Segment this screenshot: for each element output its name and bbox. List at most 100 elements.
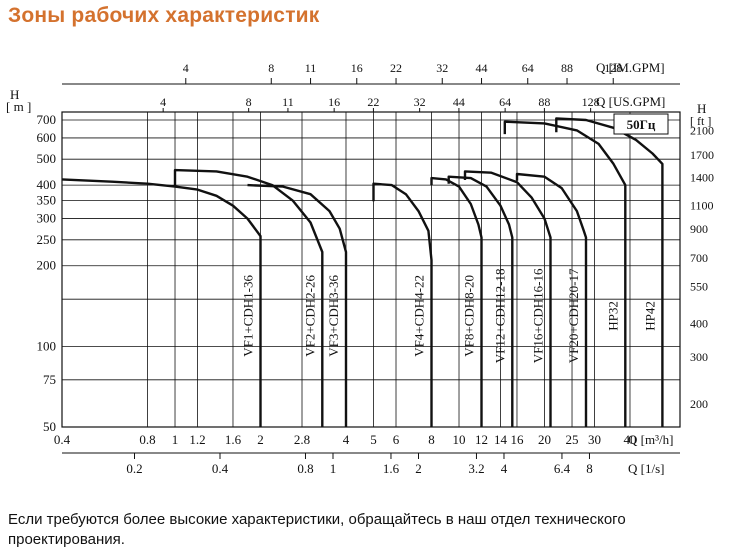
y-ft-axis-title: H — [697, 101, 706, 116]
x-imgpm-tick-label: 4 — [183, 61, 189, 75]
y-ft-axis-unit: [ ft ] — [690, 114, 711, 128]
x-ls-tick-label: 3.2 — [468, 461, 484, 476]
x-tick-label: 6 — [393, 432, 400, 447]
y-tick-label: 250 — [37, 232, 57, 247]
x-tick-label: 8 — [428, 432, 435, 447]
series-label: VF12+CDH12-18 — [492, 269, 507, 364]
y-tick-label: 50 — [43, 419, 56, 434]
x-usgpm-tick-label: 8 — [246, 95, 252, 109]
x-tick-label: 1 — [172, 432, 179, 447]
x-ls-axis-title: Q [1/s] — [628, 461, 664, 476]
series-line — [503, 120, 627, 427]
y-tick-label: 500 — [37, 151, 57, 166]
x-tick-label: 1.6 — [225, 432, 242, 447]
x-usgpm-tick-label: 11 — [282, 95, 294, 109]
y-ft-tick-label: 700 — [690, 251, 708, 265]
y-ft-tick-label: 550 — [690, 279, 708, 293]
series-label: HP32 — [605, 301, 620, 331]
x-tick-label: 40 — [623, 432, 636, 447]
footer-note: Если требуются более высокие характерист… — [8, 511, 626, 548]
x-imgpm-tick-label: 11 — [305, 61, 317, 75]
frequency-label: 50Гц — [627, 117, 656, 132]
series-label: VF4+CDH4-22 — [412, 275, 427, 357]
y-ft-tick-label: 200 — [690, 397, 708, 411]
y-ft-tick-label: 1100 — [690, 199, 714, 213]
x-tick-label: 20 — [538, 432, 551, 447]
x-ls-tick-label: 2 — [415, 461, 422, 476]
series-label: VF2+CDH2-26 — [302, 275, 317, 357]
x-usgpm-tick-label: 4 — [160, 95, 166, 109]
x-imgpm-tick-label: 16 — [351, 61, 363, 75]
x-usgpm-tick-label: 16 — [328, 95, 340, 109]
x-tick-label: 14 — [494, 432, 508, 447]
x-ls-tick-label: 0.8 — [297, 461, 313, 476]
x-ls-tick-label: 1 — [330, 461, 337, 476]
x-usgpm-tick-label: 32 — [414, 95, 426, 109]
x-tick-label: 5 — [370, 432, 377, 447]
x-ls-tick-label: 6.4 — [554, 461, 571, 476]
series-label: VF8+CDH8-20 — [462, 275, 477, 357]
y-axis-title: H — [10, 87, 19, 102]
x-tick-label: 10 — [453, 432, 466, 447]
x-tick-label: 25 — [566, 432, 579, 447]
y-tick-label: 75 — [43, 372, 56, 387]
x-ls-tick-label: 0.2 — [126, 461, 142, 476]
x-usgpm-tick-label: 64 — [499, 95, 511, 109]
x-imgpm-tick-label: 22 — [390, 61, 402, 75]
series-line — [372, 182, 433, 427]
x-usgpm-tick-label: 88 — [538, 95, 550, 109]
x-usgpm-axis-title: Q [US.GPM] — [596, 94, 665, 109]
series-label: VF16+CDH16-16 — [531, 268, 546, 363]
x-usgpm-tick-label: 44 — [453, 95, 465, 109]
x-imgpm-tick-label: 64 — [522, 61, 534, 75]
y-tick-label: 300 — [37, 211, 57, 226]
frequency-badge: 50Гц — [613, 113, 669, 135]
series-line — [247, 183, 348, 427]
x-tick-label: 16 — [510, 432, 524, 447]
chart-curves — [61, 117, 664, 427]
x-axis-title: Q [m³/h] — [628, 432, 673, 447]
chart-grid — [61, 111, 681, 428]
y-ft-tick-label: 2100 — [690, 123, 714, 137]
x-ls-tick-label: 8 — [586, 461, 593, 476]
x-ls-tick-label: 1.6 — [383, 461, 400, 476]
y-ft-tick-label: 900 — [690, 222, 708, 236]
x-tick-label: 1.2 — [189, 432, 205, 447]
y-tick-label: 350 — [37, 193, 57, 208]
frequency-box — [613, 113, 669, 135]
y-ft-tick-label: 1400 — [690, 171, 714, 185]
x-usgpm-tick-label: 128 — [582, 95, 600, 109]
x-tick-label: 30 — [588, 432, 601, 447]
series-line — [61, 178, 262, 427]
series-line — [430, 176, 483, 427]
series-label: VF3+CDH3-36 — [326, 275, 341, 357]
y-tick-label: 200 — [37, 258, 57, 273]
x-imgpm-tick-label: 88 — [561, 61, 573, 75]
y-tick-label: 600 — [37, 130, 57, 145]
page-title: Зоны рабочих характеристик — [8, 4, 320, 27]
y-tick-label: 100 — [37, 338, 57, 353]
y-axis-unit: [ m ] — [6, 99, 31, 114]
x-ls-tick-label: 0.4 — [212, 461, 229, 476]
x-imgpm-tick-label: 44 — [476, 61, 488, 75]
series-line — [463, 170, 552, 427]
y-tick-label: 400 — [37, 177, 57, 192]
x-ls-tick-label: 4 — [501, 461, 508, 476]
series-line — [515, 172, 588, 427]
x-tick-label: 4 — [343, 432, 350, 447]
y-tick-label: 700 — [37, 112, 57, 127]
x-usgpm-tick-label: 22 — [367, 95, 379, 109]
y-ft-tick-label: 1700 — [690, 148, 714, 162]
chart-labels: VF1+CDH1-36 VF2+CDH2-26 VF3+CDH3-36 VF4+CDH… — [241, 268, 658, 363]
series-label: VF20+CDH20-17 — [566, 268, 581, 363]
y-ft-tick-label: 300 — [690, 350, 708, 364]
x-tick-label: 2.8 — [294, 432, 310, 447]
x-tick-label: 12 — [475, 432, 488, 447]
x-imgpm-tick-label: 128 — [604, 61, 622, 75]
x-tick-label: 2 — [257, 432, 264, 447]
x-imgpm-tick-label: 8 — [268, 61, 274, 75]
series-label: HP42 — [642, 301, 657, 331]
x-imgpm-axis-title: Q [IM.GPM] — [596, 60, 665, 75]
